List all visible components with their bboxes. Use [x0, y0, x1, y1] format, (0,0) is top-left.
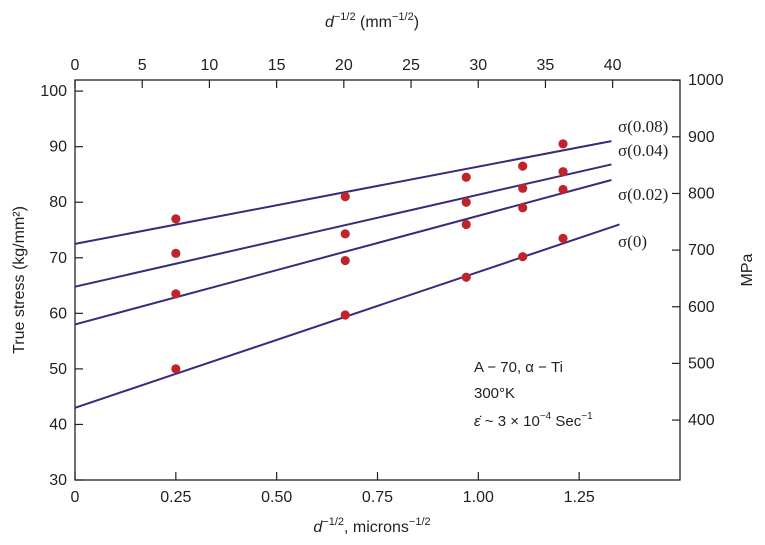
x-top-tick-label: 20 [335, 57, 353, 74]
x-top-tick-label: 0 [71, 57, 80, 74]
data-point [171, 214, 181, 224]
x-bottom-tick-label: 1.00 [463, 489, 494, 506]
y-left-tick-label: 30 [49, 472, 67, 489]
x-axis-top: 0 5 10 15 20 25 30 35 40 [71, 57, 622, 88]
y-right-tick-label: 400 [688, 412, 715, 429]
y-left-tick-label: 60 [49, 305, 67, 322]
data-point [558, 139, 568, 149]
y-right-tick-label: 700 [688, 242, 715, 259]
series-line [74, 163, 612, 288]
y-axis-left: 30 40 50 60 70 80 90 100 [40, 83, 83, 489]
x-top-tick-label: 40 [604, 57, 622, 74]
x-top-tick-label: 5 [138, 57, 147, 74]
series-label-0.04: σ(0.04) [618, 141, 668, 160]
x-top-tick-label: 30 [469, 57, 487, 74]
y-left-tick-label: 50 [49, 361, 67, 378]
data-point [558, 233, 568, 243]
annotation-strain-rate: ε̇ ~ 3 × 10−4 Sec−1 [474, 411, 593, 430]
annotation-temperature: 300°K [474, 385, 515, 402]
y-right-tick-label: 800 [688, 185, 715, 202]
series-label-0.08: σ(0.08) [618, 117, 668, 136]
x-bottom-tick-label: 0.75 [362, 489, 393, 506]
x-bottom-tick-label: 0 [71, 489, 80, 506]
x-axis-bottom-title: d−1/2, microns−1/2 [313, 516, 430, 536]
data-point [461, 219, 471, 230]
data-point [558, 167, 568, 177]
series-label-0: σ(0) [618, 232, 647, 251]
data-point [340, 229, 350, 239]
x-axis-bottom: 0 0.25 0.50 0.75 1.00 1.25 [71, 472, 595, 506]
data-point [340, 255, 350, 266]
data-point [558, 184, 568, 195]
x-top-tick-label: 25 [402, 57, 420, 74]
y-left-tick-label: 40 [49, 416, 67, 433]
data-point [340, 310, 350, 320]
y-right-tick-label: 500 [688, 355, 715, 372]
series-label-0.02: σ(0.02) [618, 185, 668, 204]
x-bottom-tick-label: 0.50 [261, 489, 292, 506]
y-left-tick-label: 100 [40, 83, 67, 100]
x-bottom-tick-label: 1.25 [564, 489, 595, 506]
series-line [74, 140, 612, 245]
x-top-tick-label: 15 [268, 57, 286, 74]
data-point [518, 183, 528, 193]
series-layer [74, 139, 620, 409]
y-right-tick-label: 900 [688, 129, 715, 146]
data-point [171, 248, 181, 258]
x-bottom-tick-label: 0.25 [160, 489, 191, 506]
data-point [171, 364, 181, 374]
data-point [518, 203, 528, 213]
annotation-material: A − 70, α − Ti [474, 359, 563, 376]
x-axis-top-title: d−1/2 (mm−1/2) [325, 11, 419, 31]
data-point [461, 272, 471, 282]
y-left-tick-label: 90 [49, 139, 67, 156]
y-axis-left-title: True stress (kg/mm²) [11, 206, 28, 354]
y-right-tick-label: 600 [688, 299, 715, 316]
data-point [461, 172, 471, 182]
y-left-tick-label: 70 [49, 250, 67, 267]
x-top-tick-label: 35 [537, 57, 555, 74]
y-left-tick-label: 80 [49, 194, 67, 211]
data-point [340, 192, 350, 202]
data-point [518, 252, 528, 262]
annotation: A − 70, α − Ti 300°K ε̇ ~ 3 × 10−4 Sec−1 [474, 359, 593, 430]
y-axis-right: 400 500 600 700 800 900 1000 [672, 72, 724, 429]
data-point [461, 197, 471, 207]
series-line [74, 179, 612, 326]
data-point [518, 161, 528, 171]
x-top-tick-label: 10 [201, 57, 219, 74]
y-right-tick-label: 1000 [688, 72, 724, 89]
y-axis-right-title: MPa [739, 253, 756, 286]
data-point [171, 289, 181, 299]
